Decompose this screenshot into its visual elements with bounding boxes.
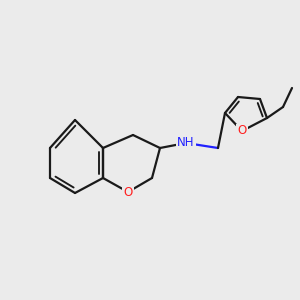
Text: O: O: [123, 185, 133, 199]
Text: NH: NH: [177, 136, 195, 149]
Text: O: O: [237, 124, 247, 137]
